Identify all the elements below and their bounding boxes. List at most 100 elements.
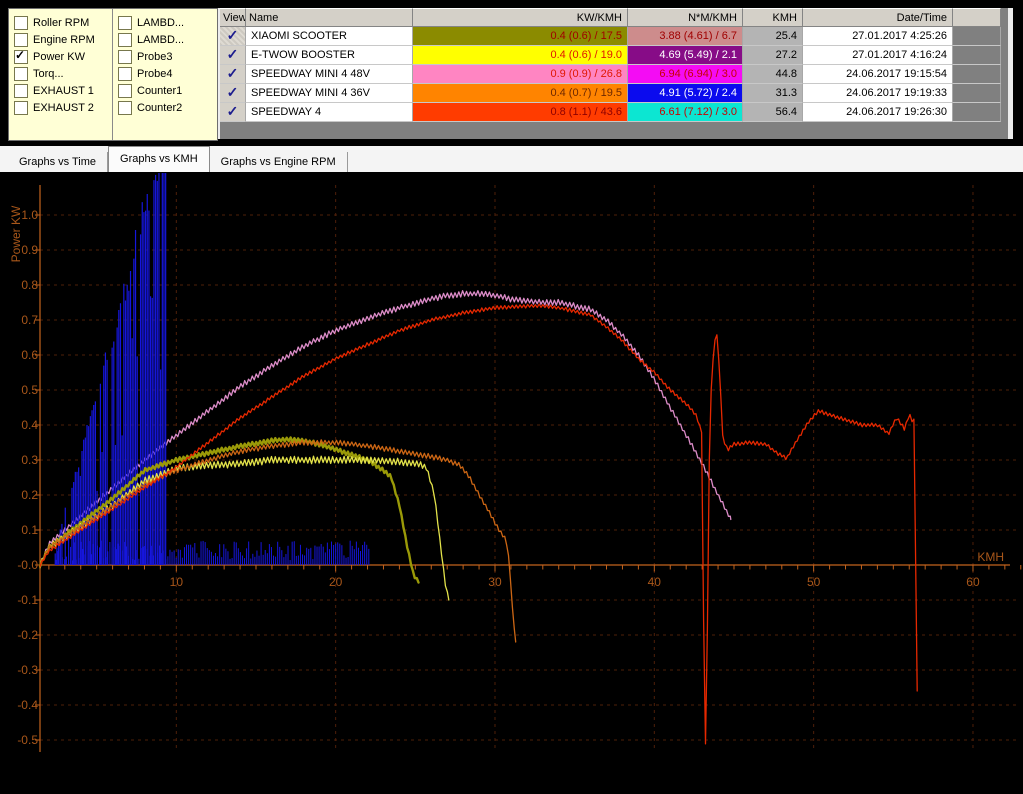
view-checkbox[interactable]: ✓: [220, 103, 246, 122]
y-tick-label: 1.0: [21, 208, 38, 222]
kmh-cell: 31.3: [743, 84, 803, 103]
table-row[interactable]: ✓ SPEEDWAY MINI 4 36V 0.4 (0.7) / 19.5 4.91…: [220, 84, 1001, 103]
y-tick-label: -0.2: [17, 628, 38, 642]
x-axis-label: KMH: [977, 550, 1004, 564]
view-checkbox[interactable]: ✓: [220, 84, 246, 103]
y-tick-label: 0.7: [21, 313, 38, 327]
nm-kmh-cell: 4.69 (5.49) / 2.1: [628, 46, 743, 65]
channel-checkbox-power-kw[interactable]: ✓ Power KW: [9, 48, 112, 65]
graph-tab-strip: Graphs vs Time Graphs vs KMH Graphs vs Eng…: [0, 146, 1023, 172]
x-tick-label: 20: [329, 575, 343, 589]
checkbox-checked[interactable]: ✓: [14, 48, 28, 64]
view-check-icon: ✓: [226, 84, 239, 100]
x-tick-label: 10: [170, 575, 184, 589]
checkbox-unchecked[interactable]: [118, 32, 132, 47]
datetime-cell: 24.06.2017 19:15:54: [803, 65, 953, 84]
view-check-icon: ✓: [226, 103, 239, 119]
checkbox-unchecked[interactable]: [118, 100, 132, 115]
column-header-n-m-kmh[interactable]: N*M/KMH: [628, 8, 743, 27]
channel-checkbox-torq-[interactable]: Torq...: [9, 65, 112, 82]
table-row[interactable]: ✓ E-TWOW BOOSTER 0.4 (0.6) / 19.0 4.69 (5.4…: [220, 46, 1001, 65]
kw-kmh-cell: 0.4 (0.6) / 17.5: [413, 27, 628, 46]
y-tick-label: 0.9: [21, 243, 38, 257]
channel-label: Power KW: [33, 50, 85, 63]
kw-kmh-cell: 0.4 (0.6) / 19.0: [413, 46, 628, 65]
channel-checkbox-roller-rpm[interactable]: Roller RPM: [9, 14, 112, 31]
x-tick-label: 60: [966, 575, 980, 589]
runs-table: View Name KW/KMH N*M/KMH KMH Date/Time ✓ XIAOMI…: [218, 8, 1013, 139]
y-tick-label: 0.6: [21, 348, 38, 362]
curve-speedway-4: [39, 303, 918, 745]
channel-label: Probe4: [137, 67, 173, 80]
y-tick-label: 0.3: [21, 453, 38, 467]
y-tick-label: -0.0: [17, 558, 38, 572]
checkbox-unchecked[interactable]: [14, 66, 28, 81]
y-tick-label: 0.8: [21, 278, 38, 292]
view-check-icon: ✓: [226, 46, 239, 62]
y-axis-label: Power KW: [9, 205, 23, 262]
channel-checkbox-probe3[interactable]: Probe3: [113, 48, 216, 65]
row-filler: [953, 46, 1001, 65]
column-header-name[interactable]: Name: [246, 8, 413, 27]
checkbox-unchecked[interactable]: [14, 32, 28, 47]
view-checkbox[interactable]: ✓: [220, 65, 246, 84]
channel-checkbox-engine-rpm[interactable]: Engine RPM: [9, 31, 112, 48]
tab-graphs-vs-time[interactable]: Graphs vs Time: [8, 152, 109, 172]
table-row[interactable]: ✓ SPEEDWAY MINI 4 48V 0.9 (0.9) / 26.8 6.94…: [220, 65, 1001, 84]
channel-checkbox-counter1[interactable]: Counter1: [113, 82, 216, 99]
channel-checkbox-panel: Roller RPM Engine RPM ✓ Power KW Torq... EXHA…: [8, 8, 218, 141]
view-check-icon: ✓: [226, 27, 239, 43]
channel-column-left: Roller RPM Engine RPM ✓ Power KW Torq... EXHA…: [9, 9, 112, 140]
kw-kmh-cell: 0.9 (0.9) / 26.8: [413, 65, 628, 84]
channel-label: Counter1: [137, 84, 183, 97]
column-header-view[interactable]: View: [220, 8, 246, 27]
y-tick-label: -0.3: [17, 663, 38, 677]
checkbox-unchecked[interactable]: [118, 83, 132, 98]
checkbox-unchecked[interactable]: [118, 15, 132, 30]
kw-kmh-cell: 0.4 (0.7) / 19.5: [413, 84, 628, 103]
y-tick-label: 0.5: [21, 383, 38, 397]
channel-checkbox-exhaust-1[interactable]: EXHAUST 1: [9, 82, 112, 99]
checkbox-unchecked[interactable]: [14, 100, 28, 115]
view-checkbox[interactable]: ✓: [220, 46, 246, 65]
channel-checkbox-lambd-[interactable]: LAMBD...: [113, 31, 216, 48]
channel-label: Engine RPM: [33, 33, 95, 46]
name-cell: SPEEDWAY MINI 4 36V: [246, 84, 413, 103]
nm-kmh-cell: 6.61 (7.12) / 3.0: [628, 103, 743, 122]
y-tick-label: -0.5: [17, 733, 38, 747]
tab-graphs-vs-kmh[interactable]: Graphs vs KMH: [108, 146, 210, 172]
column-header-date-time[interactable]: Date/Time: [803, 8, 953, 27]
view-check-icon: ✓: [226, 65, 239, 81]
channel-checkbox-probe4[interactable]: Probe4: [113, 65, 216, 82]
y-tick-label: 0.1: [21, 523, 38, 537]
column-header-filler: [953, 8, 1001, 27]
column-header-kmh[interactable]: KMH: [743, 8, 803, 27]
table-row[interactable]: ✓ SPEEDWAY 4 0.8 (1.1) / 43.6 6.61 (7.12) /…: [220, 103, 1001, 122]
channel-label: Roller RPM: [33, 16, 90, 29]
tab-graphs-vs-engine-rpm[interactable]: Graphs vs Engine RPM: [210, 152, 348, 172]
nm-kmh-cell: 4.91 (5.72) / 2.4: [628, 84, 743, 103]
checkbox-unchecked[interactable]: [118, 49, 132, 64]
nm-kmh-cell: 6.94 (6.94) / 3.0: [628, 65, 743, 84]
checkbox-unchecked[interactable]: [118, 66, 132, 81]
channel-label: EXHAUST 2: [33, 101, 94, 114]
channel-checkbox-counter2[interactable]: Counter2: [113, 99, 216, 116]
x-tick-label: 30: [488, 575, 502, 589]
channel-label: Torq...: [33, 67, 64, 80]
y-tick-label: -0.4: [17, 698, 38, 712]
view-checkbox[interactable]: ✓: [220, 27, 246, 46]
curve-e-twow-booster: [39, 455, 450, 601]
channel-checkbox-lambd-[interactable]: LAMBD...: [113, 14, 216, 31]
name-cell: E-TWOW BOOSTER: [246, 46, 413, 65]
channel-checkbox-exhaust-2[interactable]: EXHAUST 2: [9, 99, 112, 116]
kw-kmh-cell: 0.8 (1.1) / 43.6: [413, 103, 628, 122]
column-header-kw-kmh[interactable]: KW/KMH: [413, 8, 628, 27]
table-row[interactable]: ✓ XIAOMI SCOOTER 0.4 (0.6) / 17.5 3.88 (4.6…: [220, 27, 1001, 46]
checkbox-unchecked[interactable]: [14, 83, 28, 98]
name-cell: SPEEDWAY 4: [246, 103, 413, 122]
checkbox-unchecked[interactable]: [14, 15, 28, 30]
kmh-cell: 27.2: [743, 46, 803, 65]
row-filler: [953, 65, 1001, 84]
channel-label: LAMBD...: [137, 33, 185, 46]
y-tick-label: -0.1: [17, 593, 38, 607]
